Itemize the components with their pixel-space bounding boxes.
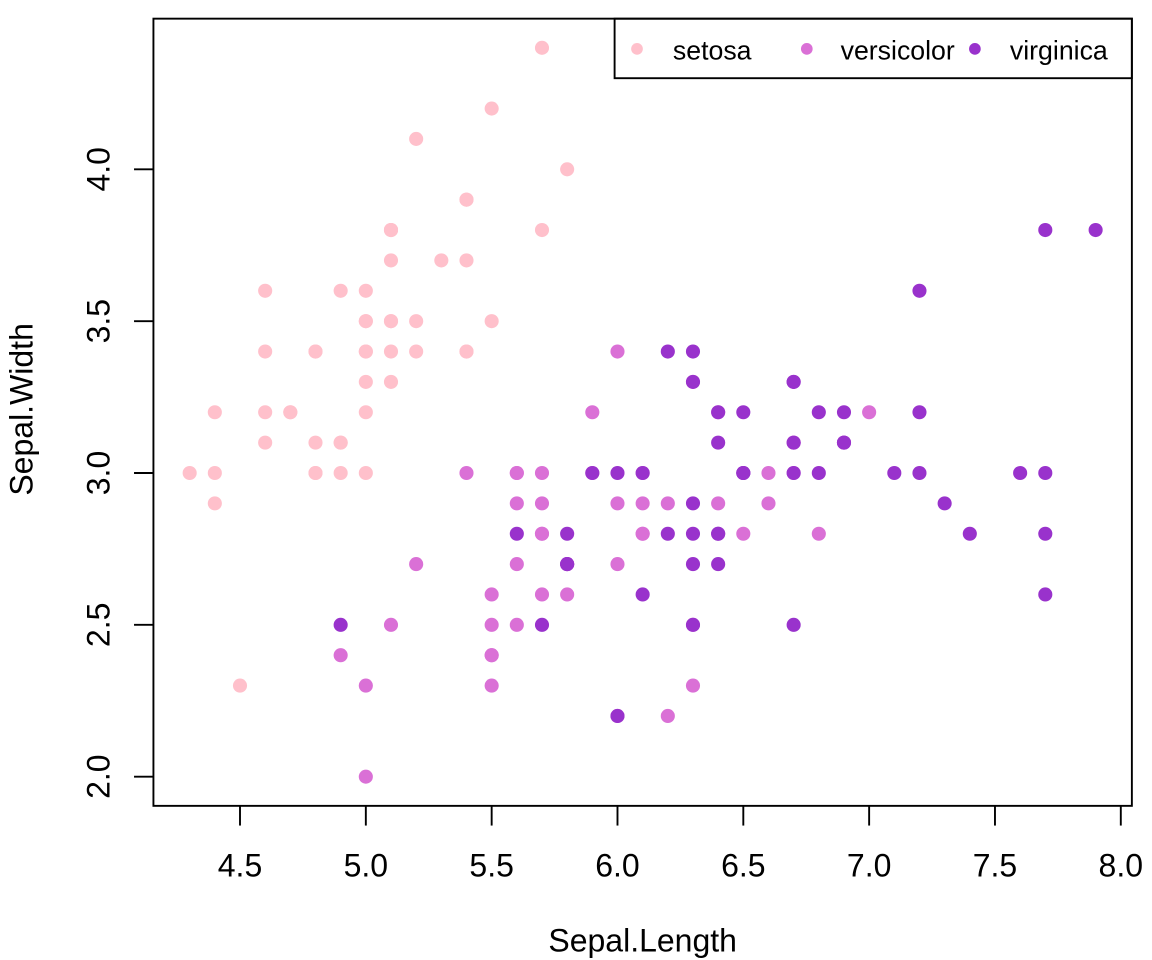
svg-text:8.0: 8.0 [1099,847,1143,883]
svg-text:Sepal.Length: Sepal.Length [548,923,737,959]
svg-text:Sepal.Width: Sepal.Width [3,323,39,496]
svg-text:6.0: 6.0 [595,847,639,883]
svg-text:5.0: 5.0 [344,847,388,883]
svg-text:5.5: 5.5 [469,847,513,883]
svg-text:3.5: 3.5 [80,299,116,343]
svg-text:6.5: 6.5 [721,847,765,883]
svg-text:4.5: 4.5 [218,847,262,883]
svg-text:7.5: 7.5 [973,847,1017,883]
svg-text:2.5: 2.5 [80,603,116,647]
svg-text:virginica: virginica [1010,36,1108,66]
svg-text:4.0: 4.0 [80,147,116,191]
svg-text:2.0: 2.0 [80,754,116,798]
svg-text:setosa: setosa [673,36,752,66]
svg-text:versicolor: versicolor [841,36,955,66]
svg-text:7.0: 7.0 [847,847,891,883]
svg-text:3.0: 3.0 [80,451,116,495]
